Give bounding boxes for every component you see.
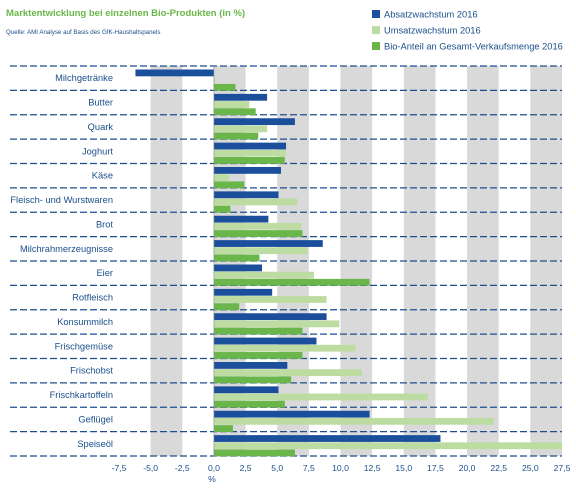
bar-umsatz-12 [213, 369, 363, 376]
category-label-3: Joghurt [82, 146, 113, 156]
bar-absatz-9 [213, 288, 273, 296]
bar-bioanteil-2 [213, 132, 259, 140]
category-label-6: Brot [96, 219, 113, 229]
bar-bioanteil-10 [213, 327, 303, 335]
category-labels: Milchgetränke Butter Quark Joghurt Käse Fleis… [10, 73, 113, 449]
bar-absatz-6 [213, 215, 269, 223]
legend-label-umsatz: Umsatzwachstum 2016 [384, 26, 481, 36]
bar-umsatz-1 [213, 101, 250, 108]
bar-umsatz-11 [213, 344, 356, 352]
bar-bioanteil-8 [213, 278, 370, 286]
bar-bioanteil-9 [213, 303, 240, 311]
bar-absatz-2 [213, 118, 295, 126]
bar-umsatz-7 [213, 247, 308, 255]
bar-umsatz-0 [213, 76, 216, 84]
legend-swatch-umsatz [372, 26, 380, 34]
category-label-12: Frischobst [70, 366, 113, 376]
bar-umsatz-14 [213, 417, 494, 425]
category-label-4: Käse [92, 171, 113, 181]
bar-bioanteil-14 [213, 425, 233, 432]
category-label-8: Eier [96, 268, 113, 278]
tick-label-12: 22,5 [490, 463, 507, 473]
category-label-9: Rotfleisch [72, 293, 113, 303]
category-label-15: Speiseöl [77, 439, 113, 449]
category-label-14: Geflügel [78, 414, 113, 424]
tick-label-2: -2,5 [175, 463, 190, 473]
bar-absatz-4 [213, 167, 282, 174]
category-label-1: Butter [88, 98, 113, 108]
tick-label-8: 12,5 [364, 463, 381, 473]
bar-bioanteil-3 [213, 157, 285, 164]
bar-absatz-12 [213, 362, 288, 369]
tick-label-6: 7,5 [303, 463, 315, 473]
bar-absatz-11 [213, 337, 317, 345]
tick-label-14: 27,5 [554, 463, 571, 473]
category-label-2: Quark [88, 122, 114, 132]
tick-label-4: 2,5 [240, 463, 252, 473]
bar-bioanteil-15 [213, 449, 295, 457]
bar-absatz-3 [213, 142, 287, 150]
tick-label-5: 5,0 [271, 463, 283, 473]
category-label-11: Frischgemüse [55, 341, 113, 351]
bar-absatz-15 [213, 435, 441, 442]
bar-umsatz-2 [213, 125, 268, 133]
category-label-0: Milchgetränke [55, 73, 113, 83]
bar-absatz-14 [213, 410, 370, 418]
bar-umsatz-5 [213, 198, 298, 206]
tick-label-3: 0,0 [208, 463, 220, 473]
bar-bioanteil-12 [213, 376, 292, 384]
bar-umsatz-8 [213, 271, 314, 279]
bar-absatz-8 [213, 264, 263, 272]
bar-absatz-10 [213, 313, 327, 321]
legend-label-bioanteil: Bio-Anteil an Gesamt-Verkaufsmenge 2016 [384, 42, 563, 52]
bar-umsatz-15 [213, 442, 562, 450]
category-label-10: Konsummilch [57, 317, 113, 327]
category-label-13: Frischkartoffeln [50, 390, 113, 400]
bars [135, 66, 562, 457]
legend: Absatzwachstum 2016 Umsatzwachstum 2016 … [372, 10, 563, 52]
bar-absatz-0 [135, 69, 214, 77]
bar-absatz-1 [213, 93, 268, 101]
bar-bioanteil-6 [213, 230, 303, 237]
bar-umsatz-4 [213, 174, 230, 181]
bar-umsatz-6 [213, 222, 302, 230]
bar-bioanteil-11 [213, 352, 303, 359]
bar-umsatz-9 [213, 296, 327, 303]
bar-bioanteil-4 [213, 181, 245, 189]
bar-umsatz-13 [213, 393, 428, 401]
tick-label-1: -5,0 [143, 463, 158, 473]
bar-absatz-7 [213, 240, 323, 247]
bar-bioanteil-0 [213, 83, 236, 91]
tick-label-7: 10,0 [332, 463, 349, 473]
chart-source: Quelle: AMI Analyse auf Basis des GfK-Ha… [6, 29, 160, 36]
bar-umsatz-3 [213, 149, 287, 157]
bar-bioanteil-1 [213, 108, 256, 116]
tick-label-13: 25,0 [522, 463, 539, 473]
bar-umsatz-10 [213, 320, 340, 328]
bar-bioanteil-5 [213, 205, 231, 213]
legend-swatch-bioanteil [372, 42, 380, 50]
category-label-5: Fleisch- und Wurstwaren [10, 195, 113, 205]
tick-label-10: 17,5 [427, 463, 444, 473]
bar-absatz-5 [213, 191, 279, 199]
bar-bioanteil-7 [213, 254, 260, 262]
tick-label-11: 20,0 [459, 463, 476, 473]
legend-label-absatz: Absatzwachstum 2016 [384, 10, 478, 20]
bar-absatz-13 [213, 386, 279, 394]
legend-swatch-absatz [372, 10, 380, 18]
x-axis-ticks: -7,5 -5,0 -2,5 0,0 2,5 5,0 7,5 10,0 12,5 15,0 17,5… [112, 463, 571, 473]
x-axis-label: % [208, 474, 216, 484]
chart-title: Marktentwicklung bei einzelnen Bio-Produ… [6, 8, 245, 19]
category-label-7: Milchrahmerzeugnisse [20, 244, 113, 254]
tick-label-0: -7,5 [112, 463, 127, 473]
bar-bioanteil-13 [213, 400, 285, 408]
tick-label-9: 15,0 [395, 463, 412, 473]
